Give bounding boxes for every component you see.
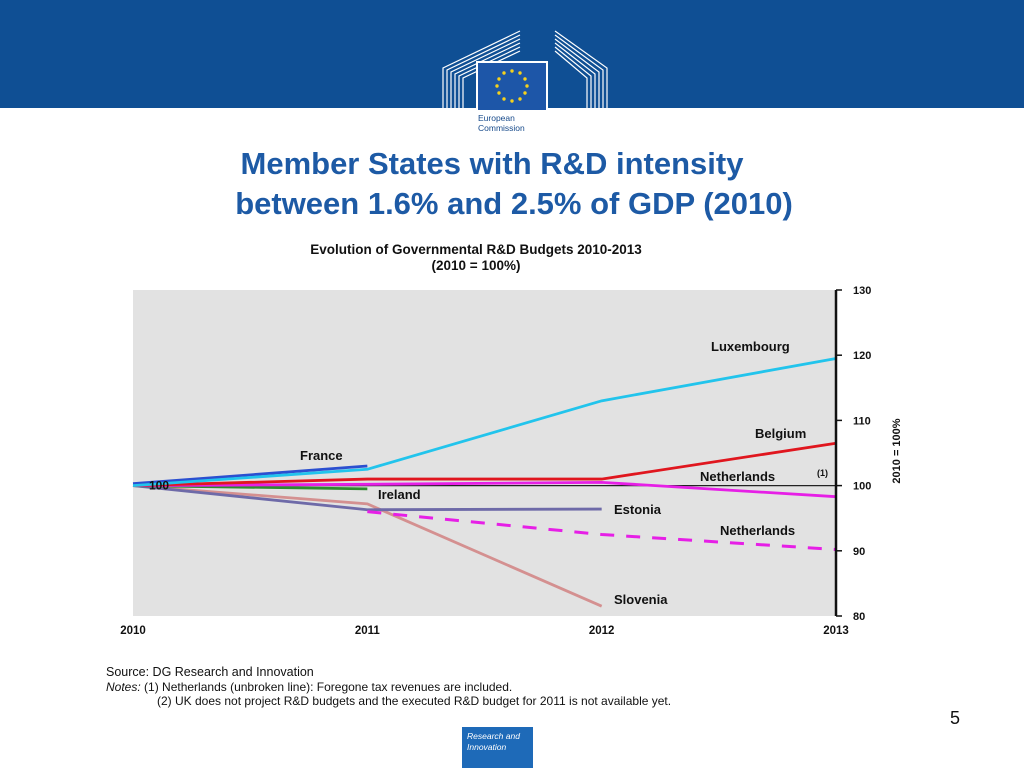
y-tick-label: 110 (853, 415, 871, 427)
source-note: Source: DG Research and Innovation (106, 665, 314, 679)
plot-area (133, 290, 836, 616)
label-france: France (300, 448, 343, 463)
badge-text: Research and Innovation (467, 731, 520, 752)
slide-title-line1: Member States with R&D intensity (240, 146, 744, 181)
y-tick-label: 90 (853, 546, 865, 558)
x-tick-label: 2010 (120, 625, 146, 637)
series-line-slovenia (132, 484, 603, 608)
label-estonia: Estonia (614, 502, 662, 517)
research-innovation-badge: Research and Innovation (462, 727, 533, 768)
y-tick-label: 130 (853, 285, 871, 297)
label-netherlands-note: (1) (817, 468, 828, 478)
y-axis-label: 2010 = 100% (891, 418, 903, 483)
x-tick-label: 2012 (589, 625, 615, 637)
x-tick-label: 2011 (355, 625, 381, 637)
note-2: (2) UK does not project R&D budgets and … (157, 694, 672, 708)
label-netherlands-dashed: Netherlands (720, 523, 795, 538)
baseline-100-label: 100 (149, 479, 169, 493)
series-line-belgium (132, 441, 837, 487)
y-tick-label: 80 (853, 611, 865, 623)
european-commission-logo (442, 30, 608, 141)
y-tick-label: 100 (853, 481, 871, 493)
chart-title: Evolution of Governmental R&D Budgets 20… (310, 242, 642, 257)
label-belgium: Belgium (755, 426, 806, 441)
eu-stars-icon (495, 69, 529, 103)
chart-subtitle: (2010 = 100%) (432, 258, 521, 273)
notes-label: Notes: (106, 680, 141, 694)
label-ireland: Ireland (378, 487, 421, 502)
label-slovenia: Slovenia (614, 592, 668, 607)
series-line-luxembourg (132, 357, 837, 487)
note-1: (1) Netherlands (unbroken line): Foregon… (144, 680, 513, 694)
x-tick-label: 2013 (823, 625, 849, 637)
series-line-estonia (132, 484, 602, 512)
page-number: 5 (950, 708, 961, 728)
notes-line-1: Notes: (1) Netherlands (unbroken line): … (106, 680, 512, 694)
series-line-france (132, 464, 368, 486)
logo-text: European Commission (478, 113, 525, 133)
y-tick-label: 120 (853, 350, 871, 362)
label-luxembourg: Luxembourg (711, 339, 790, 354)
slide-title-line2: between 1.6% and 2.5% of GDP (2010) (235, 186, 793, 221)
label-netherlands-unbroken: Netherlands (700, 469, 775, 484)
series-line-netherlands (367, 510, 837, 551)
series-line-netherlands-1 (132, 480, 837, 499)
